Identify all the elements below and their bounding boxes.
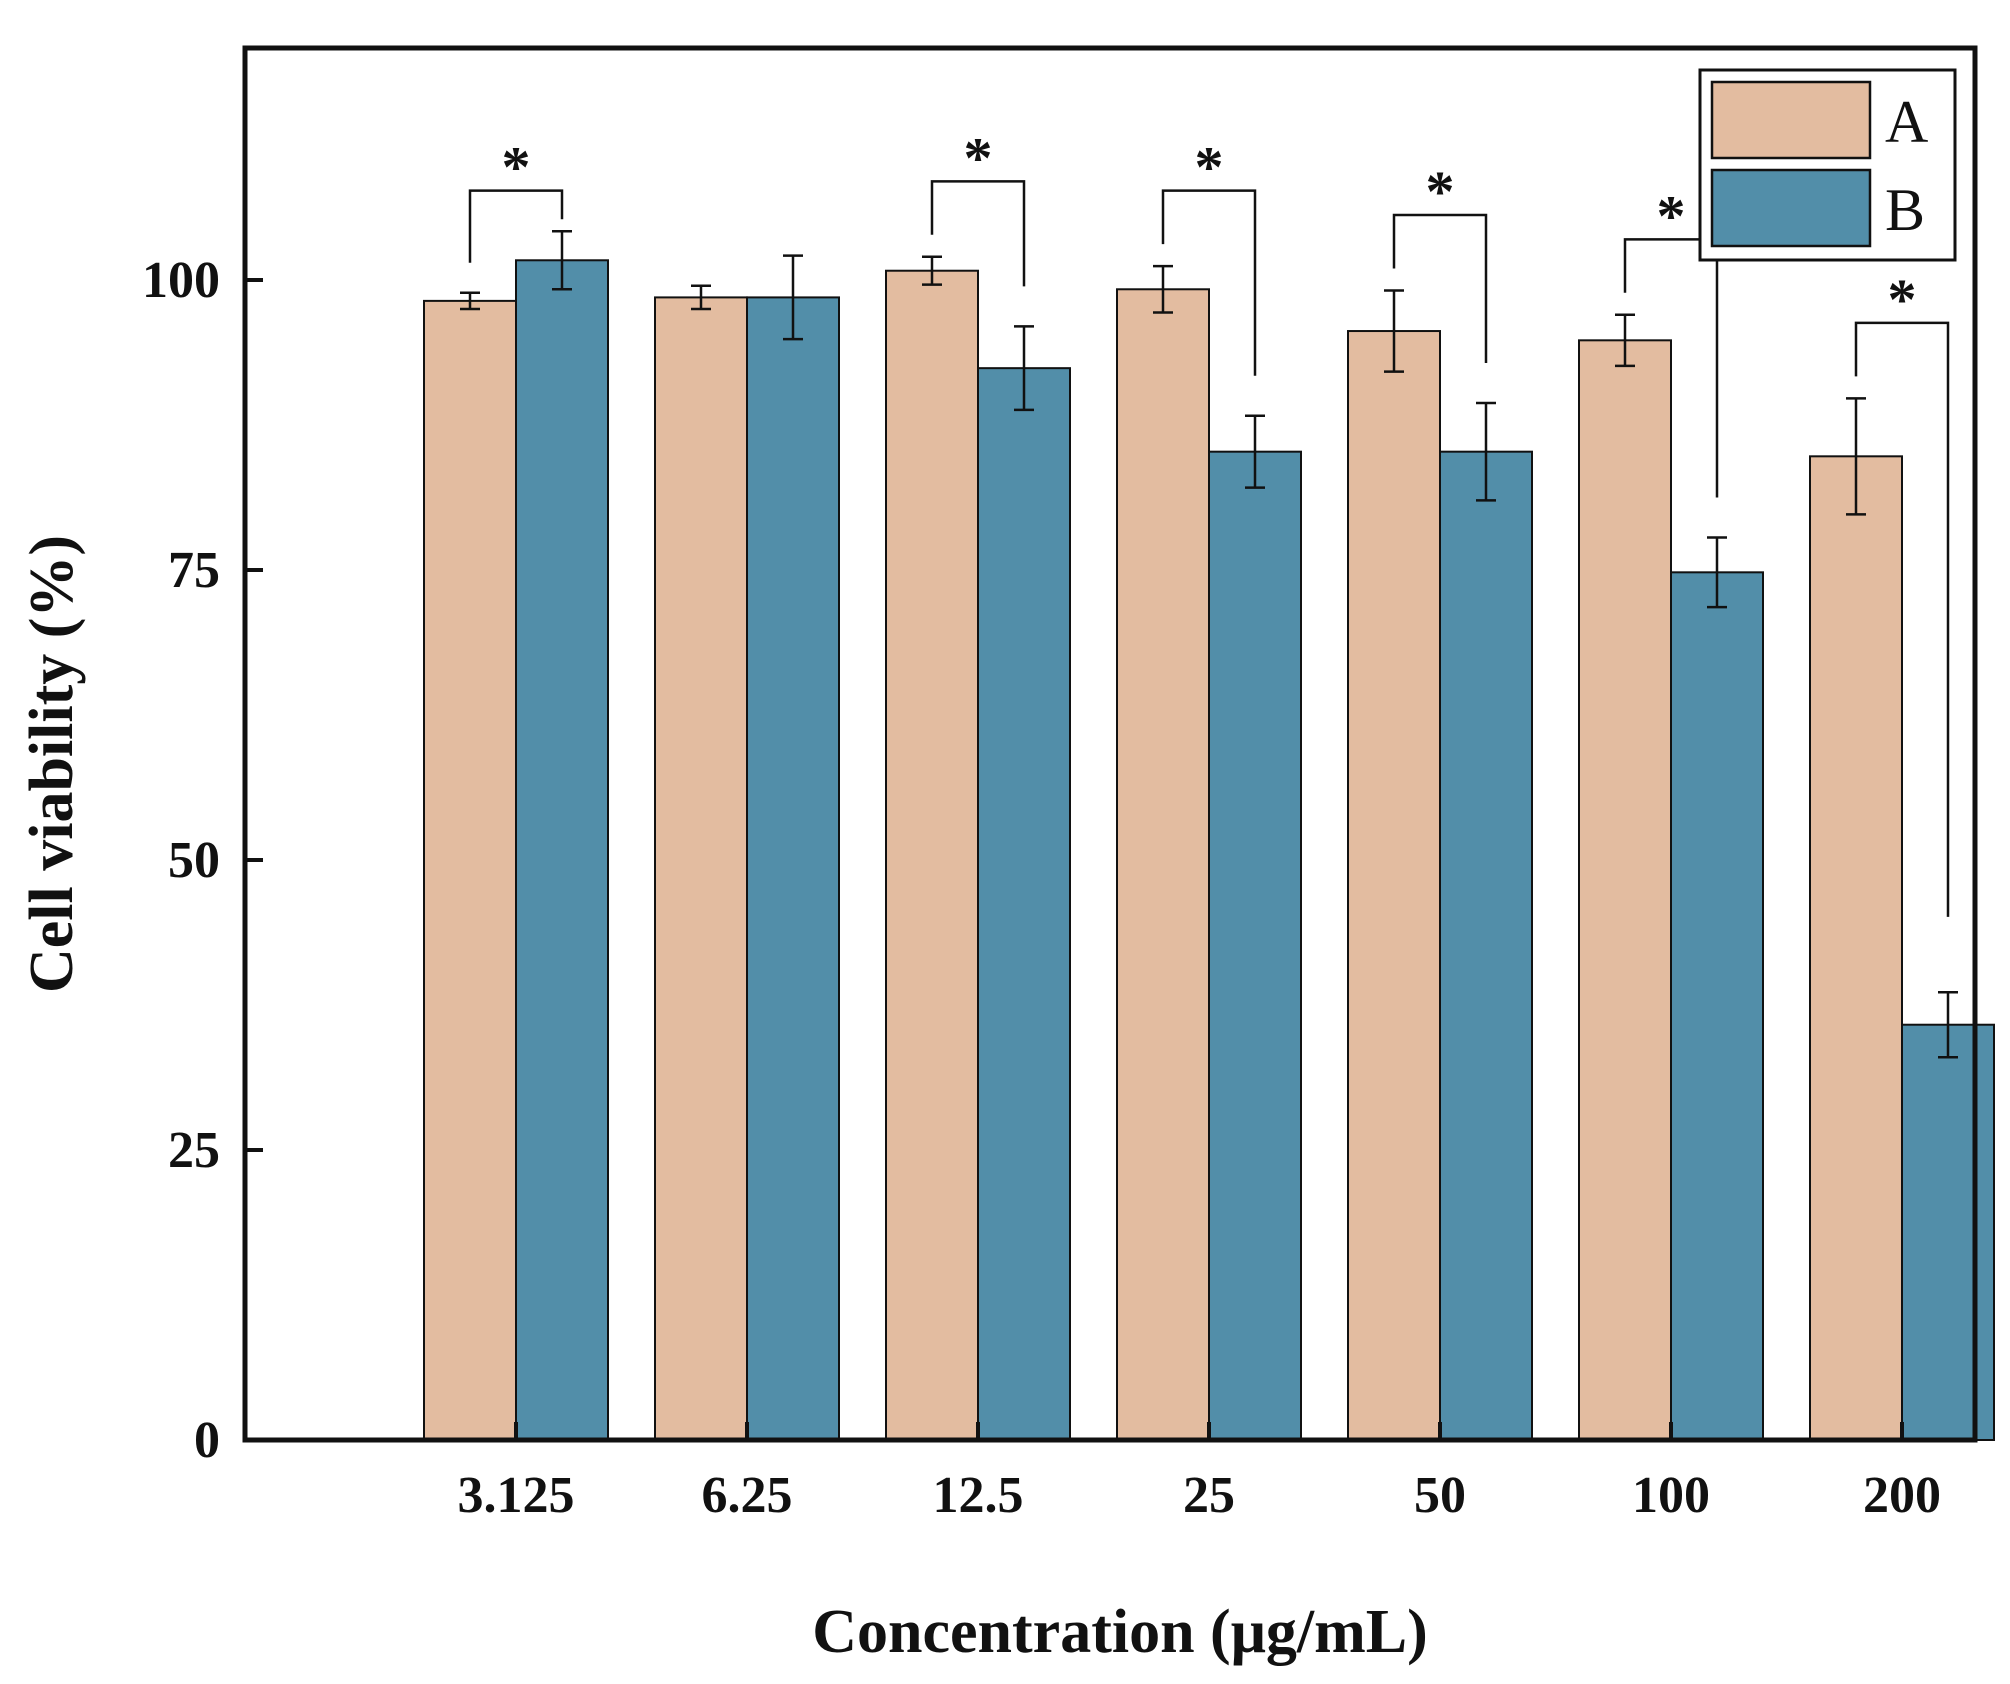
significance-star: *	[1426, 159, 1455, 224]
bracket-line	[1392, 213, 1488, 363]
error-bar-A-12.5	[922, 255, 942, 286]
bar-A-50	[1347, 330, 1441, 1441]
error-bar-A-50	[1384, 289, 1404, 373]
bar-A-6.25	[654, 296, 748, 1441]
significance-star: *	[964, 125, 993, 190]
error-bar-A-6.25	[691, 284, 711, 311]
significance-star: *	[1888, 267, 1917, 332]
bar-B-50	[1439, 450, 1533, 1441]
error-bars-layer	[460, 230, 1958, 1059]
significance-layer: * * * * * *	[468, 125, 1950, 917]
y-axis: 0 25 50 75 100	[142, 252, 263, 1469]
bar-B-12.5	[977, 367, 1071, 1441]
y-tick-label: 50	[168, 832, 220, 889]
bracket-line	[468, 189, 564, 263]
legend-item-B: B	[1710, 168, 1925, 248]
error-bar-B-3.125	[552, 230, 572, 291]
bar-B-200	[1901, 1023, 1995, 1441]
error-bar-A-100	[1615, 313, 1635, 368]
bracket-line	[1854, 321, 1950, 917]
bracket-line	[930, 180, 1026, 287]
error-bar-A-25	[1153, 264, 1173, 314]
error-bar-A-3.125	[460, 291, 480, 311]
legend-swatch	[1710, 168, 1872, 248]
y-tick-label: 75	[168, 542, 220, 599]
error-bar-B-100	[1707, 536, 1727, 609]
error-bar-B-50	[1476, 401, 1496, 502]
significance-star: *	[1195, 135, 1224, 200]
error-bar-A-200	[1846, 397, 1866, 516]
bracket-line	[1623, 238, 1719, 498]
bar-A-200	[1809, 455, 1903, 1441]
x-axis-title: Concentration (μg/mL)	[812, 1598, 1427, 1666]
bar-A-25	[1116, 288, 1210, 1441]
bar-A-100	[1578, 339, 1672, 1442]
legend: AB	[1698, 68, 1957, 262]
legend-label: B	[1885, 177, 1925, 243]
x-tick-label: 25	[1183, 1467, 1235, 1524]
bar-B-100	[1670, 571, 1764, 1441]
significance-bracket-50: *	[1392, 159, 1488, 363]
x-axis: 3.125 6.25 12.5 25 50 100 200	[458, 1422, 1941, 1524]
y-tick-label: 100	[142, 252, 220, 309]
significance-star: *	[502, 135, 531, 200]
error-bar-B-12.5	[1014, 325, 1034, 412]
bar-B-3.125	[515, 259, 609, 1441]
error-bar-B-200	[1938, 990, 1958, 1059]
legend-label: A	[1885, 89, 1928, 155]
legend-item-A: A	[1710, 80, 1928, 160]
error-bar-B-25	[1245, 414, 1265, 489]
significance-bracket-25: *	[1161, 135, 1257, 376]
significance-bracket-100: *	[1623, 183, 1719, 498]
x-tick-label: 100	[1632, 1467, 1710, 1524]
x-tick-label: 50	[1414, 1467, 1466, 1524]
x-tick-label: 6.25	[702, 1467, 793, 1524]
significance-bracket-3.125: *	[468, 135, 564, 263]
bar-B-25	[1208, 450, 1302, 1441]
y-tick-label: 0	[194, 1412, 220, 1469]
legend-swatch	[1710, 80, 1872, 160]
x-tick-label: 3.125	[458, 1467, 575, 1524]
error-bar-B-6.25	[783, 254, 803, 341]
y-axis-title: Cell viability (%)	[18, 535, 86, 993]
bar-B-6.25	[746, 296, 840, 1441]
bar-A-12.5	[885, 269, 979, 1442]
bar-A-3.125	[423, 299, 517, 1441]
plot-frame	[242, 45, 1978, 1443]
significance-star: *	[1657, 183, 1686, 248]
x-tick-label: 12.5	[933, 1467, 1024, 1524]
bars-layer	[423, 259, 1995, 1442]
y-tick-label: 25	[168, 1122, 220, 1179]
significance-bracket-12.5: *	[930, 125, 1026, 287]
bracket-line	[1161, 189, 1257, 376]
significance-bracket-200: *	[1854, 267, 1950, 917]
x-tick-label: 200	[1863, 1467, 1941, 1524]
